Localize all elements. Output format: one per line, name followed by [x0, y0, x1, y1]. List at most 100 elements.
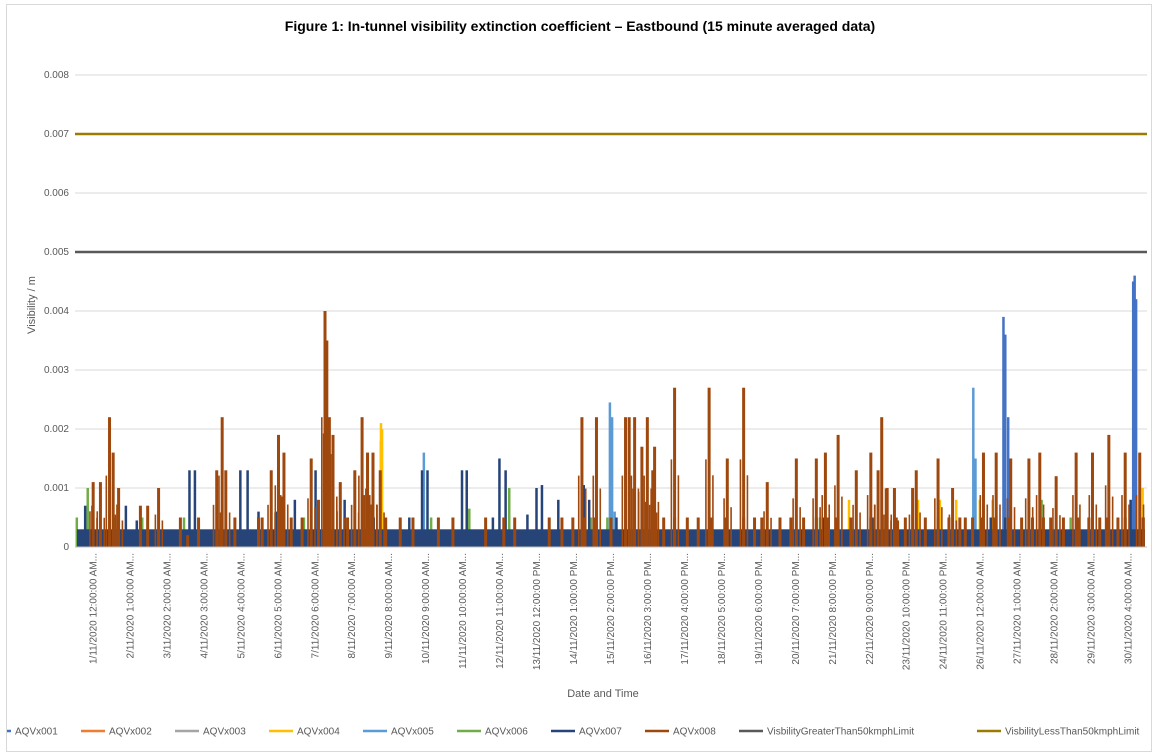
spike-AQVx007-35 — [1004, 517, 1007, 547]
x-tick-label: 24/11/2020 11:00:00 PM... — [939, 553, 950, 669]
spike-side-AQVx008-53 — [648, 504, 651, 547]
x-tick-labels: 1/11/2020 12:00:00 AM... 2/11/2020 1:00:0… — [88, 553, 1134, 670]
spike-AQVx008-108 — [836, 434, 840, 547]
spike-AQVx008-115 — [951, 488, 955, 547]
spike-AQVx008-34 — [378, 470, 382, 547]
spike-AQVx008-57 — [696, 517, 700, 547]
spike-AQVx007-31 — [615, 517, 618, 547]
spike-side-AQVx008-106 — [819, 507, 821, 547]
spike-side-AQVx008-3 — [109, 495, 111, 547]
legend-label: AQVx003 — [203, 727, 246, 738]
spike-side-AQVx008-19 — [279, 495, 282, 547]
spike-AQVx006-10 — [468, 508, 471, 547]
spike-AQVx008-102 — [725, 458, 729, 547]
spike-AQVx008-56 — [685, 517, 689, 547]
spike-side-AQVx008-27 — [329, 485, 331, 547]
spike-AQVx008-28 — [338, 482, 342, 547]
legend-label: AQVx008 — [673, 727, 716, 738]
spike-AQVx007-29 — [582, 485, 585, 547]
spike-AQVx007-13 — [293, 499, 297, 547]
spike-side-AQVx008-127 — [1135, 495, 1138, 547]
spike-side-AQVx008-113 — [915, 520, 918, 547]
spike-side-AQVx008-96 — [584, 488, 587, 547]
spike-side-AQVx008-49 — [621, 475, 624, 547]
spike-AQVx008-26 — [327, 417, 331, 547]
x-tick-label: 4/11/2020 3:00:00 AM... — [199, 553, 210, 658]
spike-side-AQVx008-101 — [712, 475, 714, 547]
spike-side-AQVx008-103 — [746, 475, 749, 547]
spike-side-AQVx008-33 — [368, 495, 371, 547]
spike-side-AQVx008-18 — [274, 485, 277, 547]
spike-AQVx008-82 — [992, 517, 996, 547]
spike-AQVx008-109 — [854, 470, 858, 547]
spike-AQVx008-91 — [1098, 517, 1102, 547]
spike-AQVx007-32 — [822, 517, 825, 547]
spike-side-AQVx008-115 — [948, 514, 951, 547]
spike-side-AQVx008-104 — [770, 517, 772, 547]
spike-AQVx008-73 — [894, 517, 898, 547]
legend-item-AQVx006: AQVx006 — [457, 727, 528, 738]
spike-AQVx007-1 — [83, 505, 87, 547]
spike-AQVx008-30 — [353, 470, 357, 547]
spike-AQVx007-25 — [526, 514, 529, 547]
spike-AQVx004-1 — [380, 429, 384, 547]
series-layer — [75, 132, 1147, 548]
legend-label: AQVx001 — [15, 727, 58, 738]
chart-frame: Figure 1: In-tunnel visibility extinctio… — [6, 4, 1152, 752]
spike-AQVx008-88 — [1061, 517, 1065, 547]
y-tick-label: 0.008 — [44, 70, 69, 81]
spike-AQVx007-8 — [193, 470, 197, 547]
spike-AQVx008-112 — [892, 488, 896, 547]
y-tick-label: 0.005 — [44, 247, 69, 258]
spike-AQVx008-100 — [673, 387, 677, 547]
spike-AQVx006-11 — [508, 488, 511, 547]
spike-side-AQVx008-117 — [979, 495, 982, 547]
spike-AQVx008-83 — [1007, 517, 1011, 547]
spike-side-AQVx008-125 — [1104, 485, 1107, 547]
spike-AQVx008-80 — [971, 517, 975, 547]
spike-AQVx008-104 — [765, 482, 769, 547]
spike-AQVx008-79 — [958, 517, 962, 547]
spike-AQVx008-118 — [994, 452, 998, 547]
spike-AQVx005-1 — [608, 402, 612, 547]
spike-side-AQVx008-123 — [1079, 504, 1081, 547]
spike-AQVx008-53 — [651, 470, 655, 547]
legend-label: AQVx006 — [485, 727, 528, 738]
y-tick-label: 0.007 — [44, 129, 69, 140]
spike-AQVx008-36 — [398, 517, 402, 547]
spike-side-AQVx008-102 — [723, 498, 725, 547]
spike-side-AQVx008-50 — [630, 475, 633, 547]
spike-side-AQVx008-109 — [859, 512, 861, 547]
spike-AQVx008-106 — [814, 458, 818, 547]
spike-side-AQVx008-28 — [336, 511, 338, 547]
legend-item-AQVx005: AQVx005 — [363, 727, 434, 738]
spike-side-AQVx008-17 — [267, 504, 269, 547]
x-tick-label: 30/11/2020 4:00:00 AM... — [1124, 553, 1135, 664]
spike-AQVx008-119 — [1009, 458, 1013, 547]
x-tick-label: 27/11/2020 1:00:00 AM... — [1013, 553, 1024, 664]
spike-side-AQVx008-108 — [841, 496, 843, 547]
x-tick-label: 3/11/2020 2:00:00 AM... — [162, 553, 173, 658]
spike-side-AQVx008-13 — [228, 512, 231, 547]
y-tick-label: 0.003 — [44, 365, 69, 376]
spike-AQVx001-2 — [1006, 417, 1010, 547]
spike-side-AQVx008-19 — [286, 504, 289, 547]
x-tick-label: 18/11/2020 5:00:00 PM... — [717, 553, 728, 665]
spike-AQVx008-38 — [436, 517, 440, 547]
spike-side-AQVx008-100 — [670, 459, 673, 547]
spike-AQVx008-67 — [825, 517, 829, 547]
legend-label: AQVx002 — [109, 727, 152, 738]
spike-AQVx008-17 — [269, 470, 273, 547]
spike-side-AQVx008-109 — [852, 504, 854, 547]
spike-AQVx008-52 — [645, 417, 649, 547]
spike-AQVx008-76 — [923, 517, 927, 547]
spike-AQVx008-5 — [138, 505, 142, 547]
spike-AQVx008-6 — [146, 505, 150, 547]
spike-AQVx008-12 — [220, 417, 224, 547]
spike-AQVx005-0 — [422, 452, 426, 547]
x-tick-label: 23/11/2020 10:00:00 PM... — [902, 553, 913, 670]
spike-AQVx007-7 — [188, 470, 191, 547]
spike-AQVx008-87 — [1049, 517, 1053, 547]
spike-AQVx008-113 — [911, 488, 915, 547]
spike-AQVx008-74 — [903, 517, 907, 547]
